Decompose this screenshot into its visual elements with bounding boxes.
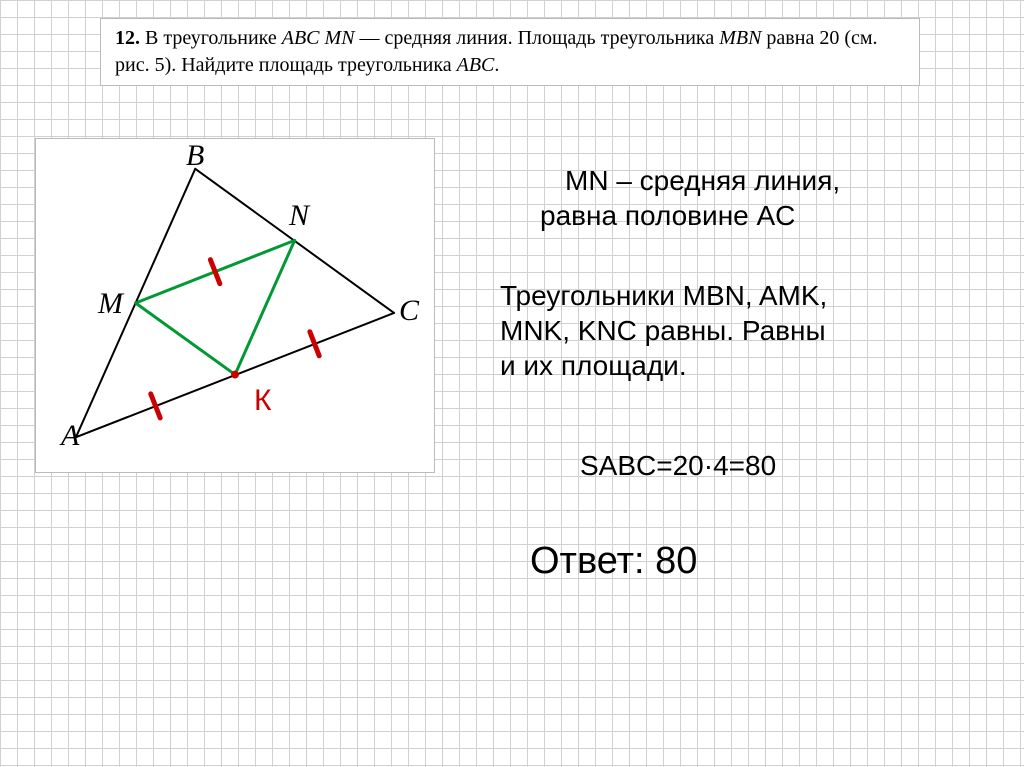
- solution-answer: Ответ: 80: [500, 540, 1000, 583]
- solution-line-3: Треугольники MBN, AMK,: [500, 280, 1000, 312]
- problem-mn: MN: [320, 27, 355, 49]
- vertex-b-label: B: [186, 139, 204, 173]
- solution-line-1: MN – средняя линия,: [500, 165, 1000, 197]
- vertex-m-label: M: [98, 287, 123, 321]
- solution-line-2: равна половине AC: [500, 200, 1000, 232]
- vertex-a-label: A: [61, 419, 79, 453]
- vertex-n-label: N: [289, 199, 309, 233]
- problem-abc: ABC: [282, 27, 320, 49]
- problem-text-2: — средняя линия. Площадь треугольника: [355, 27, 720, 49]
- solution-line-5: и их площади.: [500, 350, 1000, 382]
- problem-mbn: MBN: [719, 27, 761, 49]
- diagram-container: A B C M N К: [35, 138, 435, 473]
- problem-text-1: В треугольнике: [140, 27, 282, 49]
- problem-text-4: .: [494, 54, 499, 76]
- problem-statement: 12. В треугольнике ABC MN — средняя лини…: [100, 18, 920, 86]
- vertex-k-label: К: [254, 384, 271, 418]
- diagram-svg: [36, 139, 434, 472]
- solution-formula: SABC=20·4=80: [500, 450, 1000, 482]
- solution-line-4: MNK, KNC равны. Равны: [500, 315, 1000, 347]
- problem-number: 12.: [115, 27, 140, 49]
- vertex-c-label: C: [399, 294, 419, 328]
- problem-abc2: ABC: [457, 54, 495, 76]
